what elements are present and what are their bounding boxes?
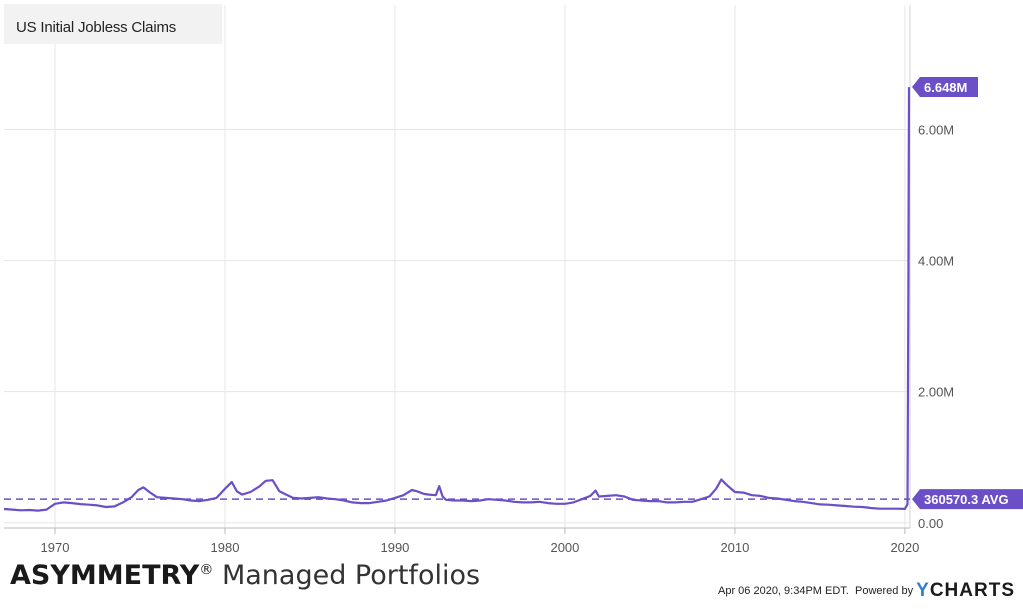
last-value-label-bg (912, 77, 978, 98)
x-tick-label: 1990 (380, 540, 409, 555)
average-label-text: 360570.3 AVG (924, 492, 1009, 507)
y-tick-label: 0.00 (918, 516, 943, 531)
value-labels: 6.648M 360570.3 AVG (912, 77, 1023, 510)
y-tick-label: 4.00M (918, 254, 954, 269)
y-tick-label: 2.00M (918, 385, 954, 400)
series-line[interactable] (3, 87, 911, 512)
axes: 0.00 2.00M 4.00M 6.00M 1970 1980 1990 2000 2010 2… (4, 123, 954, 555)
brand-logo: ASYMMETRY® Managed Portfolios (10, 560, 480, 591)
average-label-bg (912, 489, 1023, 510)
brand-rest: Managed Portfolios (213, 560, 481, 591)
footer-timestamp: Apr 06 2020, 9:34PM EDT. (718, 585, 849, 597)
chart-area: 0.00 2.00M 4.00M 6.00M 1970 1980 1990 2000 2010 2… (3, 5, 1023, 555)
footer: Apr 06 2020, 9:34PM EDT. Powered by YCHA… (718, 580, 1015, 602)
last-value-label-text: 6.648M (924, 80, 967, 95)
ycharts-logo-rest: CHARTS (929, 580, 1015, 601)
brand-registered: ® (199, 562, 214, 578)
x-tick-label: 2010 (720, 540, 749, 555)
footer-powered: Powered by (854, 585, 914, 597)
x-tick-label: 2020 (890, 540, 919, 555)
ycharts-logo[interactable]: YCHARTS (916, 580, 1015, 601)
gridlines (4, 5, 911, 528)
x-tick-label: 1980 (211, 540, 240, 555)
average-label: 360570.3 AVG (912, 489, 1023, 510)
legend-box: US Initial Jobless Claims (4, 4, 222, 44)
y-tick-label: 6.00M (918, 123, 954, 138)
x-tick-label: 1970 (41, 540, 70, 555)
brand-bold: ASYMMETRY (10, 560, 200, 591)
last-value-label: 6.648M (912, 77, 978, 98)
legend-series-name: US Initial Jobless Claims (16, 19, 177, 36)
ycharts-logo-y: Y (916, 580, 930, 601)
series-layer (3, 87, 911, 512)
x-tick-label: 2000 (550, 540, 579, 555)
